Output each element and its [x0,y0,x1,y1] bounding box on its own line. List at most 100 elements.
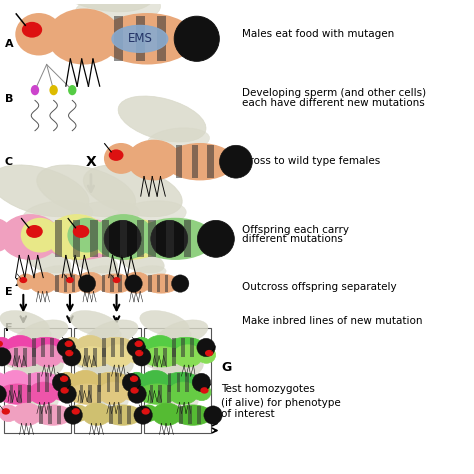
Text: Test homozygotes: Test homozygotes [221,383,315,393]
Ellipse shape [110,274,128,290]
Ellipse shape [49,274,86,293]
Ellipse shape [142,408,150,415]
Ellipse shape [77,378,126,404]
Bar [18,385,22,403]
Ellipse shape [99,382,128,404]
Bar [137,220,144,257]
Ellipse shape [125,275,142,292]
Ellipse shape [159,320,208,346]
Text: X: X [108,278,116,288]
Bar [150,385,153,403]
Bar [111,338,115,357]
Ellipse shape [140,310,189,337]
Ellipse shape [12,364,47,377]
Ellipse shape [0,347,11,366]
Text: Males eat food with mutagen: Males eat food with mutagen [242,29,395,39]
Bar [115,373,119,392]
Ellipse shape [173,405,212,425]
Text: B: B [5,94,13,104]
Ellipse shape [64,406,82,424]
Ellipse shape [123,272,151,293]
Ellipse shape [0,405,18,421]
Bar [90,220,98,257]
Ellipse shape [166,337,205,358]
Ellipse shape [152,364,187,377]
Ellipse shape [135,350,143,356]
Bar [136,16,145,61]
Ellipse shape [0,310,49,337]
Bar [98,373,101,392]
Bar [27,385,31,403]
Ellipse shape [156,328,191,343]
Bar [207,146,214,178]
Ellipse shape [82,375,117,389]
Text: Outcross offspring separately: Outcross offspring separately [242,283,397,292]
Ellipse shape [69,405,88,421]
Bar [177,373,180,392]
Ellipse shape [127,346,146,363]
Bar [114,16,123,61]
Bar [154,347,158,366]
Ellipse shape [156,338,191,352]
Bar [97,385,101,403]
Text: X: X [85,155,96,169]
Bar [148,275,152,292]
Ellipse shape [93,396,128,410]
Bar [190,338,193,357]
Ellipse shape [26,225,43,238]
Ellipse shape [16,14,61,55]
Ellipse shape [82,403,112,425]
Ellipse shape [70,201,140,229]
Bar [107,373,110,392]
Ellipse shape [33,345,63,367]
Ellipse shape [96,274,133,293]
Ellipse shape [122,373,141,392]
Ellipse shape [40,265,73,279]
Ellipse shape [12,375,47,389]
Bar [166,220,173,257]
Text: EMS: EMS [128,32,152,46]
Ellipse shape [174,16,219,61]
Text: each have different new mutations: each have different new mutations [242,98,425,108]
Text: A: A [5,39,13,49]
Bar [168,373,171,392]
Ellipse shape [127,338,146,357]
Bar [188,406,192,424]
Ellipse shape [29,272,57,293]
Bar [80,385,83,403]
Bar [48,406,52,424]
Ellipse shape [60,375,68,382]
Ellipse shape [113,277,120,283]
Ellipse shape [151,220,188,257]
Bar [101,220,109,257]
Text: of interest: of interest [221,409,275,419]
Ellipse shape [65,346,115,372]
Bar [144,328,211,433]
Bar [50,338,54,357]
Bar [46,373,49,392]
Ellipse shape [37,165,136,217]
Ellipse shape [68,384,107,404]
Ellipse shape [143,274,179,293]
Ellipse shape [68,85,76,95]
Ellipse shape [135,346,184,372]
Ellipse shape [70,310,119,337]
Ellipse shape [84,357,133,383]
Ellipse shape [53,384,71,401]
Ellipse shape [73,346,111,367]
Text: different mutations: different mutations [242,234,343,244]
Ellipse shape [154,357,203,383]
Bar [118,406,122,424]
Bar [176,146,182,178]
Ellipse shape [68,219,105,252]
Ellipse shape [22,372,61,392]
Ellipse shape [94,215,153,259]
Ellipse shape [47,215,107,259]
Ellipse shape [197,346,216,363]
Ellipse shape [18,320,68,346]
Ellipse shape [132,337,151,354]
Bar [158,385,162,403]
Bar [28,373,31,392]
Bar [119,220,127,257]
Bar [57,406,61,424]
